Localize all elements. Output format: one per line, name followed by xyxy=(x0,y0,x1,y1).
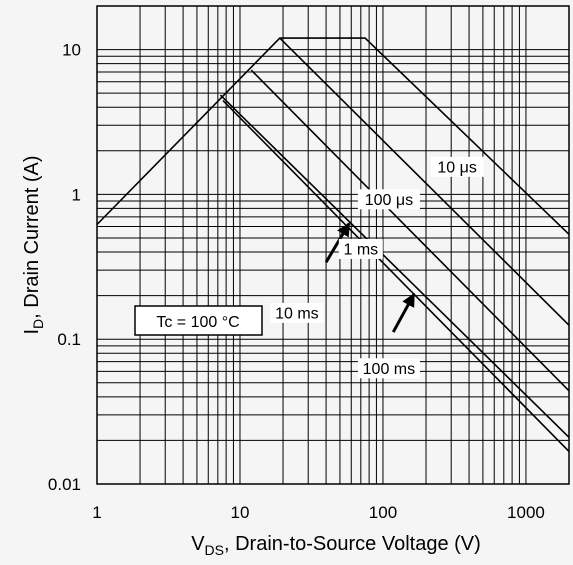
y-tick-label: 1 xyxy=(72,185,81,204)
x-tick-label: 100 xyxy=(369,503,397,522)
series-line-5 xyxy=(222,99,570,452)
curve-label-bg xyxy=(357,189,420,210)
curve-label-bg xyxy=(338,238,383,259)
x-axis-label: VDS, Drain-to-Source Voltage (V) xyxy=(191,533,481,558)
y-tick-label: 10 xyxy=(62,41,81,60)
series-line-1 xyxy=(96,37,570,235)
curve-label: 100 μs xyxy=(365,192,413,209)
curve-labels: 10 μs 100 μs 1 ms 10 ms 100 ms xyxy=(270,156,484,379)
x-tick-label: 1 xyxy=(92,503,101,522)
y-tick-label: 0.1 xyxy=(57,330,81,349)
condition-box: Tc = 100 °C xyxy=(134,305,263,336)
y-tick-label: 0.01 xyxy=(48,475,81,494)
curve-label: 10 ms xyxy=(275,305,319,322)
annotation-arrows xyxy=(324,222,416,333)
curve-label: 1 ms xyxy=(343,241,378,258)
x-tick-label: 10 xyxy=(231,503,250,522)
tick-labels: 1 10 100 1000 0.01 0.1 1 10 xyxy=(48,41,545,522)
series-line-4 xyxy=(219,94,570,438)
y-axis-label: ID, Drain Current (A) xyxy=(21,155,46,334)
curve-label-bg xyxy=(357,358,420,379)
curve-label-bg xyxy=(270,302,324,323)
x-tick-label: 1000 xyxy=(507,503,545,522)
curve-label-bg xyxy=(430,156,484,177)
series-line-2 xyxy=(279,37,570,326)
plot-frame xyxy=(96,5,570,485)
condition-label: Tc = 100 °C xyxy=(156,314,239,331)
series-lines xyxy=(96,37,570,452)
grid xyxy=(97,6,569,484)
curve-label: 100 ms xyxy=(363,361,415,378)
curve-label: 10 μs xyxy=(437,159,476,176)
annotation-arrow xyxy=(391,292,416,333)
annotation-arrow xyxy=(324,222,351,264)
series-line-3 xyxy=(250,69,570,392)
